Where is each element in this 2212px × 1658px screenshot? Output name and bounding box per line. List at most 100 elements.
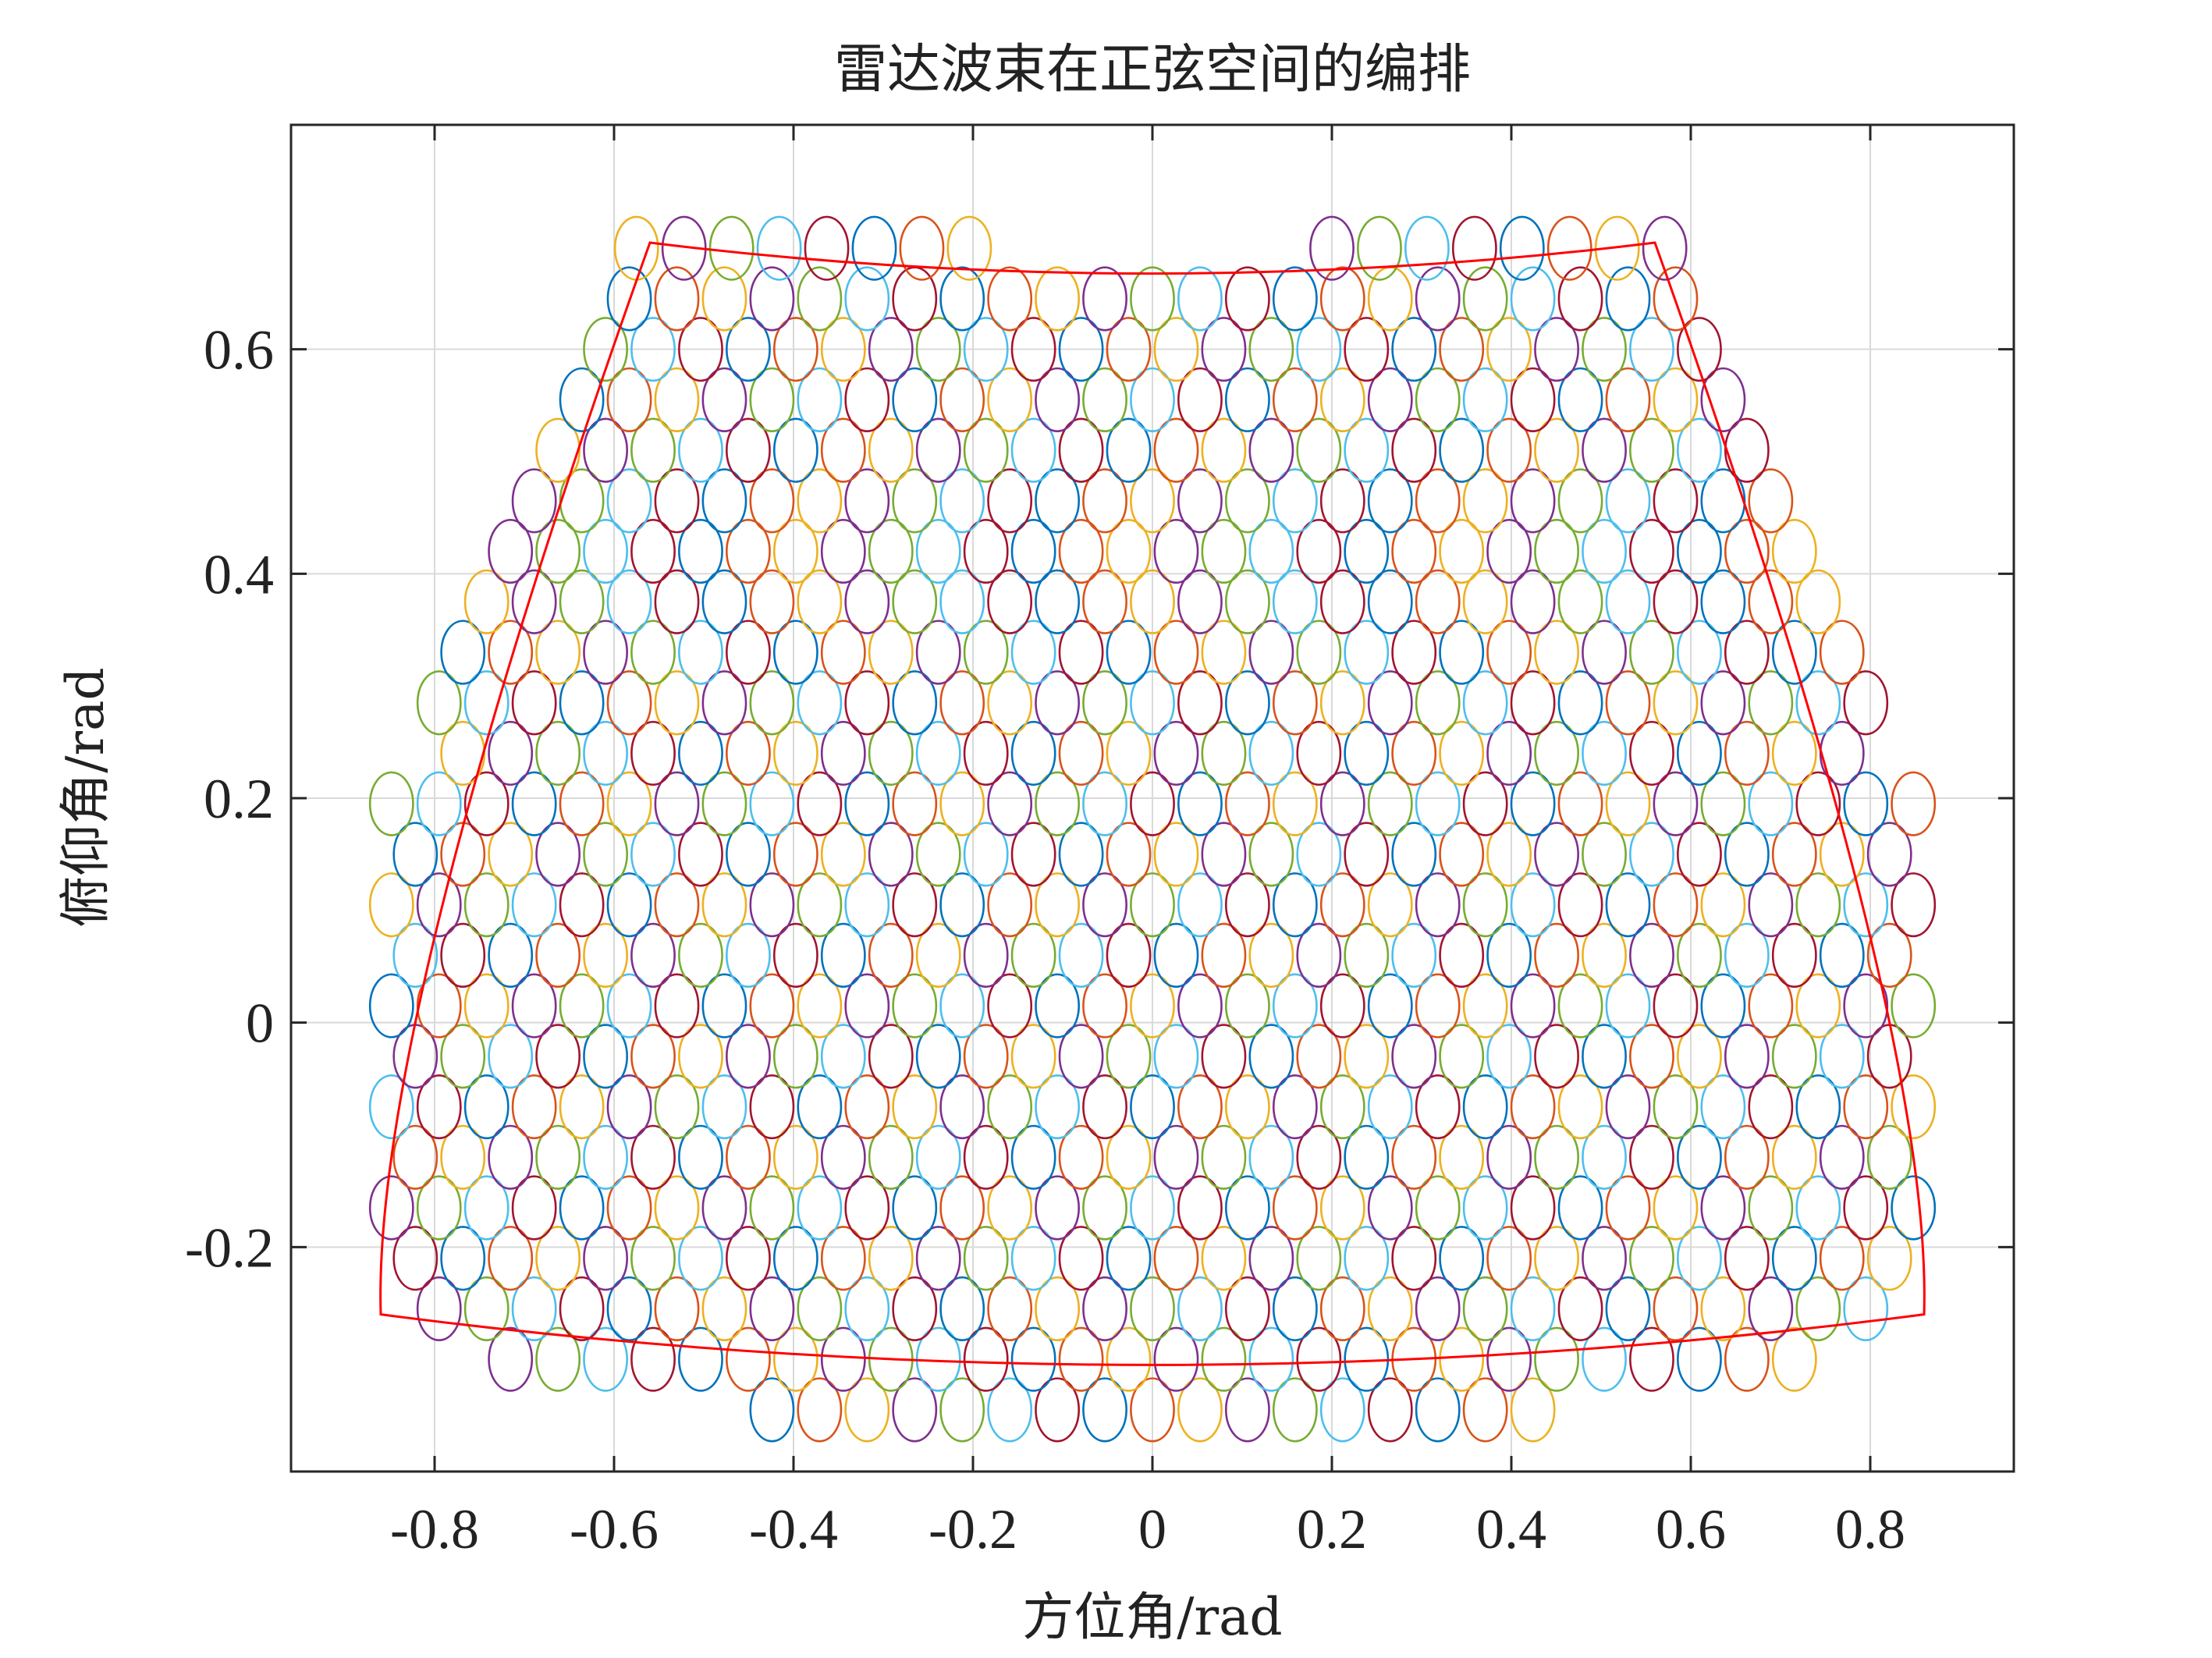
beam-ellipse — [1344, 1124, 1390, 1190]
beam-ellipse — [1795, 569, 1841, 634]
beam-ellipse — [1106, 1024, 1152, 1089]
beam-ellipse — [946, 215, 992, 281]
beam-ellipse — [630, 1326, 676, 1392]
beam-ellipse — [1486, 720, 1532, 786]
beam-ellipse — [1344, 922, 1390, 988]
beam-ellipse — [772, 417, 818, 483]
beam-ellipse — [939, 1074, 985, 1140]
beam-ellipse — [1534, 822, 1579, 887]
beam-ellipse — [1344, 822, 1390, 887]
beam-ellipse — [1557, 367, 1603, 432]
beam-ellipse — [1439, 1226, 1485, 1291]
beam-ellipse — [1201, 922, 1247, 988]
beam-ellipse — [1010, 518, 1056, 584]
beam-ellipse — [701, 468, 747, 534]
beam-ellipse — [1201, 1124, 1247, 1190]
beam-ellipse — [1866, 922, 1912, 988]
beam-ellipse — [1391, 317, 1437, 382]
beam-ellipse — [1534, 1024, 1579, 1089]
beam-ellipse — [1344, 1226, 1390, 1291]
beam-ellipse — [1724, 1326, 1770, 1392]
beam-ellipse — [1462, 973, 1508, 1038]
beam-ellipse — [606, 973, 652, 1038]
beam-ellipse — [726, 1124, 771, 1190]
beam-ellipse — [772, 317, 818, 382]
beam-ellipse — [630, 518, 676, 584]
beam-ellipse — [1309, 215, 1355, 281]
beam-ellipse — [1082, 973, 1127, 1038]
beam-ellipse — [726, 620, 771, 685]
beam-ellipse — [1058, 822, 1104, 887]
beam-ellipse — [1843, 1175, 1889, 1241]
beam-ellipse — [1700, 1175, 1746, 1241]
beam-ellipse — [1605, 266, 1651, 332]
beam-ellipse — [1462, 670, 1508, 736]
beam-ellipse — [987, 872, 1033, 938]
beam-ellipse — [1248, 822, 1294, 887]
beam-ellipse — [1510, 468, 1556, 534]
beam-ellipse — [987, 1276, 1033, 1342]
beam-ellipse — [726, 1226, 771, 1291]
beam-ellipse — [1748, 569, 1794, 634]
beam-ellipse — [1439, 518, 1485, 584]
beam-ellipse — [1344, 620, 1390, 685]
beam-ellipse — [1439, 317, 1485, 382]
y-tick-label: 0.4 — [204, 543, 274, 605]
beam-ellipse — [1130, 569, 1175, 634]
beam-ellipse — [1795, 670, 1841, 736]
beam-ellipse — [1605, 1074, 1651, 1140]
beam-ellipse — [654, 569, 700, 634]
beam-ellipse — [726, 1326, 771, 1392]
beam-ellipse — [1225, 1074, 1270, 1140]
beam-ellipse — [463, 973, 510, 1038]
beam-ellipse — [535, 1024, 581, 1089]
beam-ellipse — [1391, 518, 1437, 584]
beam-ellipse — [559, 771, 605, 836]
beam-ellipse — [1557, 569, 1603, 634]
beam-ellipse — [1035, 872, 1081, 938]
beam-ellipse — [749, 670, 795, 736]
beam-ellipse — [1642, 215, 1688, 281]
beam-ellipse — [1035, 670, 1081, 736]
beam-ellipse — [1058, 922, 1104, 988]
beam-ellipse — [1082, 1175, 1127, 1241]
beam-ellipse — [1082, 872, 1127, 938]
beam-ellipse — [1225, 266, 1270, 332]
beam-ellipse — [1866, 1124, 1912, 1190]
beam-ellipse — [1582, 1124, 1627, 1190]
beam-ellipse — [630, 822, 676, 887]
beam-ellipse — [1724, 620, 1770, 685]
beam-ellipse — [1748, 771, 1794, 836]
beam-ellipse — [1201, 317, 1247, 382]
beam-ellipse — [1367, 569, 1413, 634]
beam-ellipse — [987, 266, 1033, 332]
beam-ellipse — [1153, 822, 1199, 887]
beam-ellipse — [892, 771, 938, 836]
beam-ellipse — [488, 518, 534, 584]
beam-ellipse — [1082, 468, 1127, 534]
beam-ellipse — [701, 266, 747, 332]
beam-ellipse — [1582, 720, 1627, 786]
beam-ellipse — [1653, 872, 1699, 938]
beam-ellipse — [1748, 872, 1794, 938]
beam-ellipse — [701, 569, 747, 634]
beam-ellipse — [1367, 771, 1413, 836]
beam-ellipse — [488, 822, 534, 887]
beam-ellipse — [630, 620, 676, 685]
beam-ellipse — [756, 215, 802, 281]
beam-ellipse — [1605, 468, 1651, 534]
beam-ellipse — [1367, 872, 1413, 938]
beam-ellipse — [1843, 771, 1889, 836]
beam-ellipse — [1653, 569, 1699, 634]
beam-ellipse — [749, 1175, 795, 1241]
beam-ellipse — [868, 317, 914, 382]
beam-ellipse — [726, 822, 771, 887]
beam-ellipse — [844, 1074, 890, 1140]
beam-ellipse — [1391, 1024, 1437, 1089]
beam-ellipse — [915, 417, 961, 483]
beam-ellipse — [1082, 367, 1127, 432]
x-tick-label: -0.6 — [570, 1498, 659, 1560]
beam-ellipse — [1010, 317, 1056, 382]
beam-ellipse — [1296, 417, 1342, 483]
beam-ellipse — [583, 720, 628, 786]
